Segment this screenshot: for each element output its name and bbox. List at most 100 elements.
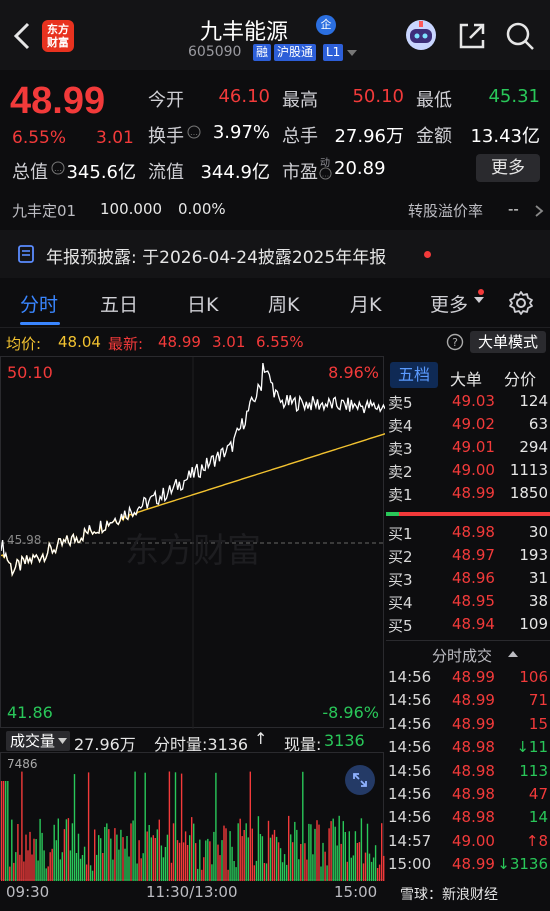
ask-row[interactable]: 卖2 49.00 1113 <box>388 461 550 484</box>
pe-label: 市盈 <box>282 162 318 183</box>
volume-bar <box>182 842 185 881</box>
ask-label: 卖2 <box>388 463 413 481</box>
bid-row[interactable]: 买2 48.97 193 <box>388 546 550 569</box>
prev-close-label: 45.98 <box>7 533 42 547</box>
volume-bar <box>31 854 33 881</box>
bid-row[interactable]: 买5 48.94 109 <box>388 615 550 638</box>
ask-row[interactable]: 卖3 49.01 294 <box>388 438 550 461</box>
tab-price-distribution[interactable]: 分价 <box>504 370 537 389</box>
latest-label: 最新: <box>108 335 144 353</box>
volume-bar <box>106 823 108 881</box>
ask-label: 卖4 <box>388 417 413 435</box>
volume-bar <box>296 829 298 881</box>
convertible-name[interactable]: 九丰定01 <box>12 202 77 220</box>
volume-bar <box>294 821 296 881</box>
volume-bar <box>241 836 243 881</box>
caret-down-icon <box>58 738 67 744</box>
chevron-down-icon[interactable] <box>346 48 358 58</box>
pe-value: 20.89 <box>334 158 386 179</box>
volume-bar <box>233 861 235 881</box>
volume-bar <box>207 838 209 881</box>
market-cap-value: 345.6亿 <box>66 162 136 183</box>
expand-button[interactable] <box>345 765 375 795</box>
tab-monthly-k[interactable]: 月K <box>350 294 382 316</box>
volume-bar <box>330 821 332 881</box>
volume-bar <box>360 818 363 881</box>
tab-big-orders[interactable]: 大单 <box>450 370 483 389</box>
pct-min-label: -8.96% <box>322 703 379 722</box>
volume-bar <box>314 828 316 881</box>
volume-bar <box>217 844 219 881</box>
bid-row[interactable]: 买4 48.95 38 <box>388 592 550 615</box>
search-icon[interactable] <box>504 20 536 52</box>
volume-bar <box>195 843 197 881</box>
volume-bar <box>281 862 284 881</box>
volume-bar <box>324 851 326 881</box>
intraday-chart[interactable]: 东方财富 50.10 8.96% 45.98 41.86 -8.96% <box>0 356 385 729</box>
volume-bar <box>275 836 278 881</box>
volume-bar <box>189 835 191 881</box>
chevron-right-icon[interactable] <box>534 204 544 218</box>
volume-bar <box>5 781 7 881</box>
volume-chart[interactable]: 7486 <box>0 752 385 881</box>
volume-bar <box>243 830 245 881</box>
volume-bar <box>203 857 205 881</box>
volume-bar <box>277 842 280 881</box>
ask-row[interactable]: 卖5 49.03 124 <box>388 392 550 415</box>
share-icon[interactable] <box>456 20 488 52</box>
amount-label: 金额 <box>416 126 452 147</box>
tab-more[interactable]: 更多 <box>430 294 469 316</box>
settings-gear-icon[interactable] <box>508 290 534 316</box>
stock-name: 九丰能源 <box>200 20 289 45</box>
tab-weekly-k[interactable]: 周K <box>268 294 300 316</box>
volume-bar <box>33 838 35 881</box>
svg-text:…: … <box>54 164 62 173</box>
tab-five-day[interactable]: 五日 <box>100 294 139 316</box>
info-icon[interactable]: … <box>187 125 201 139</box>
bid-row[interactable]: 买3 48.96 31 <box>388 569 550 592</box>
time-start-label: 09:30 <box>6 883 50 901</box>
volume-bar <box>235 867 237 881</box>
latest-percent: 6.55% <box>256 333 304 351</box>
low-label: 最低 <box>416 90 452 111</box>
volume-bar <box>140 858 142 881</box>
watermark: 东方财富 <box>125 531 261 571</box>
ai-assistant-icon[interactable] <box>404 18 438 52</box>
back-arrow-icon[interactable] <box>8 18 38 54</box>
volume-bar <box>3 781 5 881</box>
more-button[interactable]: 更多 <box>476 154 540 182</box>
time-end-label: 15:00 <box>334 883 378 901</box>
volume-bar <box>35 839 37 881</box>
volume-bar <box>69 850 72 881</box>
bid-label: 买1 <box>388 525 413 543</box>
trade-time: 14:56 <box>388 668 432 686</box>
order-book-panel: 五档 大单 分价 <box>386 356 550 616</box>
trades-title[interactable]: 分时成交 <box>432 647 493 665</box>
tab-daily-k[interactable]: 日K <box>187 294 219 316</box>
volume-bar <box>152 835 154 881</box>
volume-bar <box>231 846 233 881</box>
volume-bar <box>100 838 102 881</box>
volume-bar <box>37 860 39 881</box>
info-icon[interactable]: … <box>51 161 65 175</box>
ask-row[interactable]: 卖4 49.02 63 <box>388 415 550 438</box>
announcement-bar[interactable]: 年报预披露: 于2026-04-24披露2025年年报 <box>0 230 550 278</box>
tab-five-levels[interactable]: 五档 <box>390 362 438 388</box>
trade-volume: 71 <box>528 691 548 710</box>
y-min-label: 41.86 <box>7 703 53 722</box>
volume-bar <box>370 861 373 881</box>
info-icon[interactable]: … <box>319 167 332 180</box>
tab-intraday[interactable]: 分时 <box>20 294 59 316</box>
volume-bar <box>110 838 112 881</box>
volume-bar <box>378 864 381 881</box>
indicator-selector[interactable]: 成交量 <box>6 731 70 751</box>
ask-row[interactable]: 卖1 48.99 1850 <box>388 484 550 507</box>
volume-bar <box>65 819 68 881</box>
help-icon[interactable]: ? <box>446 333 464 351</box>
volume-bar <box>162 857 165 881</box>
bid-row[interactable]: 买1 48.98 30 <box>388 523 550 546</box>
volume-bar <box>221 840 223 881</box>
ask-label: 卖3 <box>388 440 413 458</box>
big-order-mode-button[interactable]: 大单模式 <box>470 331 546 353</box>
volume-bar <box>211 864 213 881</box>
